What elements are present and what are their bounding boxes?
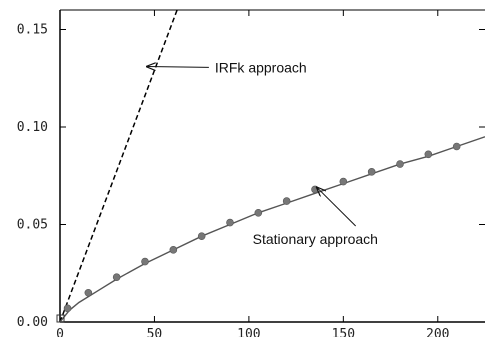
data-point (226, 218, 234, 227)
data-point (197, 232, 206, 240)
y-tick-label: 0.05 (17, 218, 48, 233)
data-point (254, 209, 263, 217)
y-tick-label: 0.00 (17, 315, 48, 330)
data-point (396, 160, 404, 168)
x-tick-label: 200 (426, 327, 449, 337)
data-point (169, 246, 178, 254)
annotation-label: IRFk approach (215, 59, 307, 75)
data-point (339, 177, 348, 186)
annotation-arrow (317, 187, 357, 227)
x-tick-label: 150 (332, 327, 355, 337)
data-point (311, 185, 319, 194)
x-tick-label: 50 (147, 327, 163, 337)
x-tick-label: 0 (56, 327, 64, 337)
data-point (84, 288, 93, 297)
series-line-solid (60, 136, 485, 322)
data-point (424, 150, 433, 159)
y-tick-label: 0.15 (17, 23, 48, 38)
annotation-label: Stationary approach (253, 231, 378, 247)
data-point (452, 142, 461, 151)
data-point (141, 257, 149, 266)
annotation-arrow (147, 67, 209, 68)
data-point (112, 273, 121, 281)
data-point (367, 168, 376, 176)
y-tick-label: 0.10 (17, 120, 48, 135)
data-point (63, 304, 72, 313)
data-point-origin (56, 314, 65, 323)
x-tick-label: 100 (237, 327, 260, 337)
data-point (282, 197, 291, 205)
